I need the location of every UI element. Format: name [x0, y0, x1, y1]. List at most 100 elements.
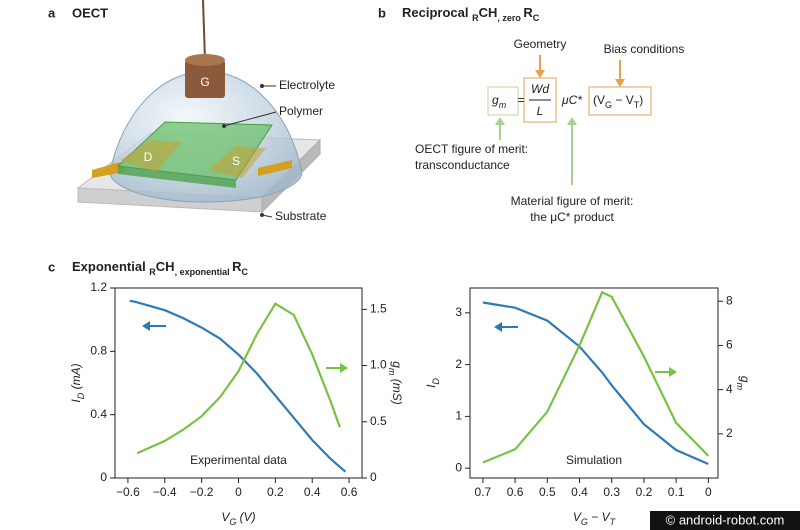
y-tick-label: 0 [455, 460, 462, 474]
text-part: (V [593, 93, 605, 107]
eq-numerator: Wd [531, 82, 549, 96]
x-tick-label: 0.6 [341, 485, 358, 499]
gate-label: G [200, 75, 209, 89]
source-label: S [232, 154, 240, 168]
text-part: (mS) [390, 375, 404, 404]
text-part: − V [612, 93, 634, 107]
electrolyte-label: Electrolyte [279, 78, 335, 92]
text-part: ) [639, 93, 643, 107]
text-part: CH [156, 259, 175, 274]
watermark: © android-robot.com [666, 512, 785, 527]
subscript: C [533, 13, 540, 23]
merit-text: the μC* product [530, 210, 614, 224]
x-tick-label: 0.4 [571, 485, 588, 499]
subscript: D [431, 378, 441, 385]
subscript: G [581, 517, 588, 527]
subscript: R [472, 13, 479, 23]
arrows [495, 55, 625, 185]
drain-label: D [144, 150, 153, 164]
subscript: T [634, 100, 640, 110]
plot-frame [114, 287, 363, 479]
y-tick-label: 0 [100, 470, 107, 484]
subscript: C [241, 267, 248, 277]
x-tick-label: −0.2 [190, 485, 214, 499]
subscript: T [610, 517, 617, 527]
y-tick-label: 0.8 [90, 344, 107, 358]
x-tick-label: 0.6 [507, 485, 524, 499]
subscript: , exponential [175, 267, 233, 277]
y2-axis-label: gm (mS) [387, 361, 404, 405]
text-part: Exponential [72, 259, 149, 274]
merit-text: transconductance [415, 158, 510, 172]
text-part: (V) [236, 510, 255, 524]
merit-text: OECT figure of merit: [415, 142, 528, 156]
eq-gm: gm [492, 93, 507, 110]
text-part: V [573, 510, 582, 524]
data-line [482, 290, 710, 464]
y-tick-label: 2 [455, 357, 462, 371]
y-axis-label: ID (mA) [69, 363, 86, 402]
text-part: I [424, 384, 438, 388]
y2-tick-label: 1.0 [370, 358, 387, 372]
y2-tick-label: 0.5 [370, 414, 387, 428]
text-part: Reciprocal [402, 5, 472, 20]
subscript: G [605, 100, 612, 110]
y-tick-label: 0.4 [90, 407, 107, 421]
text-part: (mA) [69, 363, 83, 392]
y-tick-label: 1 [455, 409, 462, 423]
eq-mu: μC* [561, 93, 582, 107]
panel-label: a [48, 5, 56, 20]
x-tick-label: 0.4 [304, 485, 321, 499]
y-tick-label: 1.2 [90, 280, 107, 294]
y2-tick-label: 6 [726, 338, 733, 352]
eq-denominator: L [537, 104, 544, 118]
plot-frame [469, 287, 719, 479]
annotation: Experimental data [190, 453, 287, 467]
watermark-bg [650, 511, 800, 530]
polymer-label: Polymer [279, 104, 323, 118]
x-axis-label: VG (V) [221, 510, 255, 527]
geometry-label: Geometry [514, 37, 567, 51]
x-axis-label: VG − VT [573, 510, 617, 527]
x-tick-label: −0.4 [153, 485, 177, 499]
x-tick-label: 0 [235, 485, 242, 499]
text-part: R [523, 5, 533, 20]
x-tick-label: 0.3 [603, 485, 620, 499]
text-part: g [390, 361, 404, 368]
x-tick-label: 0.5 [539, 485, 556, 499]
y-tick-label: 3 [455, 305, 462, 319]
direction-arrows [142, 321, 677, 377]
y2-tick-label: 4 [726, 382, 733, 396]
bias-label: Bias conditions [604, 42, 685, 56]
x-tick-label: 0.2 [636, 485, 653, 499]
annotation: Simulation [566, 453, 622, 467]
y-axis-label: ID [424, 378, 441, 388]
x-tick-label: −0.6 [116, 485, 140, 499]
text-part: I [69, 399, 83, 403]
y2-tick-label: 1.5 [370, 302, 387, 316]
merit-text: Material figure of merit: [511, 194, 634, 208]
panel-label: b [378, 5, 386, 20]
panel-title: OECT [72, 5, 108, 20]
data-line [482, 301, 709, 466]
data-line [129, 299, 347, 473]
text-part: g [492, 93, 499, 107]
subscript: D [76, 392, 86, 399]
text-part: V [221, 510, 230, 524]
panel-label: c [48, 259, 55, 274]
y2-tick-label: 0 [370, 470, 377, 484]
eq-bias: (VG − VT) [593, 93, 643, 110]
data-line [136, 302, 341, 455]
substrate-label: Substrate [275, 209, 327, 223]
subscript: m [735, 383, 745, 391]
x-tick-label: 0.7 [475, 485, 492, 499]
subscript: G [229, 517, 236, 527]
y2-tick-label: 2 [726, 426, 733, 440]
subscript: R [149, 267, 156, 277]
oect-diagram [76, 0, 322, 218]
eq-equals: = [517, 93, 524, 107]
subscript: m [499, 100, 507, 110]
panel-title: Reciprocal RCH, zero RC [402, 5, 540, 23]
x-tick-label: 0.2 [267, 485, 284, 499]
